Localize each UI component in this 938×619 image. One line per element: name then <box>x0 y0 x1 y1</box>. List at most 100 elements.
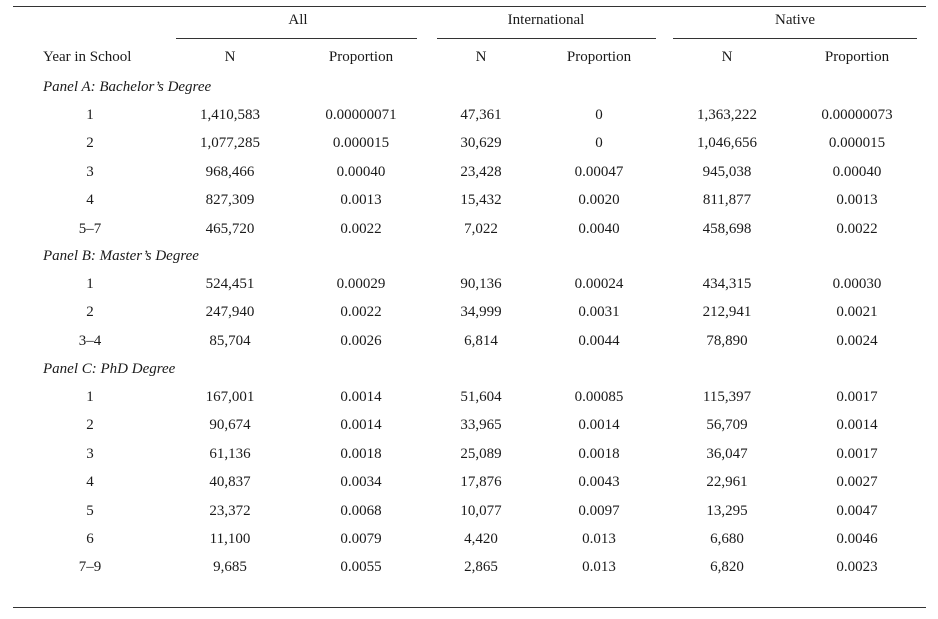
cell-all-proportion: 0.0013 <box>340 192 382 208</box>
column-header-native-n: N <box>721 49 733 65</box>
group-rule-all <box>176 38 417 39</box>
cell-all-n: 40,837 <box>209 474 251 490</box>
cell-international-proportion: 0.0043 <box>578 474 620 490</box>
cell-international-n: 34,999 <box>460 304 502 320</box>
cell-international-proportion: 0.0097 <box>578 503 620 519</box>
cell-international-proportion: 0.013 <box>582 531 616 547</box>
cell-all-proportion: 0.0022 <box>340 221 382 237</box>
cell-international-n: 30,629 <box>460 135 502 151</box>
cell-native-proportion: 0.0017 <box>836 389 878 405</box>
cell-all-n: 61,136 <box>209 446 251 462</box>
group-header-all: All <box>288 12 308 28</box>
cell-native-n: 6,680 <box>710 531 744 547</box>
cell-all-proportion: 0.0014 <box>340 417 382 433</box>
cell-international-proportion: 0.00024 <box>574 276 624 292</box>
group-rule-native <box>673 38 917 39</box>
cell-all-n: 247,940 <box>205 304 255 320</box>
cell-international-n: 2,865 <box>464 559 498 575</box>
cell-international-proportion: 0 <box>595 135 603 151</box>
cell-all-n: 23,372 <box>209 503 251 519</box>
cell-international-n: 51,604 <box>460 389 502 405</box>
cell-year: 2 <box>86 417 94 433</box>
cell-native-n: 6,820 <box>710 559 744 575</box>
cell-year: 2 <box>86 135 94 151</box>
cell-all-proportion: 0.000015 <box>332 135 390 151</box>
cell-year: 2 <box>86 304 94 320</box>
cell-all-proportion: 0.0014 <box>340 389 382 405</box>
cell-native-proportion: 0.0024 <box>836 333 878 349</box>
cell-all-proportion: 0.0068 <box>340 503 382 519</box>
cell-year: 4 <box>86 192 94 208</box>
cell-native-proportion: 0.0027 <box>836 474 878 490</box>
cell-all-n: 9,685 <box>213 559 247 575</box>
cell-native-proportion: 0.0046 <box>836 531 878 547</box>
cell-year: 5 <box>86 503 94 519</box>
cell-international-proportion: 0.013 <box>582 559 616 575</box>
cell-native-proportion: 0.0013 <box>836 192 878 208</box>
cell-native-n: 22,961 <box>706 474 748 490</box>
cell-native-proportion: 0.0022 <box>836 221 878 237</box>
cell-international-proportion: 0.00047 <box>574 164 624 180</box>
column-header-native-proportion: Proportion <box>824 49 890 65</box>
cell-all-n: 11,100 <box>209 531 251 547</box>
cell-native-n: 78,890 <box>706 333 748 349</box>
cell-all-n: 1,410,583 <box>200 107 260 123</box>
cell-all-proportion: 0.0079 <box>340 531 382 547</box>
cell-international-n: 6,814 <box>464 333 498 349</box>
cell-all-proportion: 0.0034 <box>340 474 382 490</box>
cell-international-n: 10,077 <box>460 503 502 519</box>
cell-international-n: 23,428 <box>460 164 502 180</box>
column-header-international-n: N <box>475 49 487 65</box>
top-rule <box>13 6 926 7</box>
cell-all-proportion: 0.0022 <box>340 304 382 320</box>
group-rule-international <box>437 38 656 39</box>
column-header-all-n: N <box>224 49 236 65</box>
cell-native-n: 36,047 <box>706 446 748 462</box>
cell-native-proportion: 0.000015 <box>828 135 886 151</box>
cell-native-proportion: 0.0023 <box>836 559 878 575</box>
cell-international-proportion: 0.0031 <box>578 304 620 320</box>
cell-native-n: 56,709 <box>706 417 748 433</box>
cell-native-proportion: 0.0014 <box>836 417 878 433</box>
panel-label: Panel A: Bachelor’s Degree <box>43 79 212 95</box>
cell-native-proportion: 0.00040 <box>832 164 882 180</box>
cell-native-proportion: 0.0047 <box>836 503 878 519</box>
cell-year: 6 <box>86 531 94 547</box>
cell-year: 1 <box>86 276 94 292</box>
cell-all-n: 465,720 <box>205 221 255 237</box>
cell-international-proportion: 0 <box>595 107 603 123</box>
cell-native-n: 1,363,222 <box>697 107 757 123</box>
cell-international-n: 33,965 <box>460 417 502 433</box>
column-header-international-proportion: Proportion <box>566 49 632 65</box>
cell-international-proportion: 0.0014 <box>578 417 620 433</box>
cell-native-proportion: 0.00030 <box>832 276 882 292</box>
cell-international-n: 25,089 <box>460 446 502 462</box>
cell-international-n: 90,136 <box>460 276 502 292</box>
cell-year: 5–7 <box>78 221 102 237</box>
column-header-year: Year in School <box>43 49 132 65</box>
cell-native-n: 434,315 <box>702 276 752 292</box>
cell-year: 1 <box>86 107 94 123</box>
cell-international-proportion: 0.0040 <box>578 221 620 237</box>
cell-year: 7–9 <box>78 559 102 575</box>
panel-label: Panel B: Master’s Degree <box>43 248 199 264</box>
cell-all-n: 827,309 <box>205 192 255 208</box>
cell-international-n: 47,361 <box>460 107 502 123</box>
group-header-native: Native <box>775 12 815 28</box>
cell-international-proportion: 0.0020 <box>578 192 620 208</box>
cell-international-proportion: 0.0044 <box>578 333 620 349</box>
cell-all-proportion: 0.0026 <box>340 333 382 349</box>
cell-all-n: 1,077,285 <box>200 135 260 151</box>
cell-international-proportion: 0.00085 <box>574 389 624 405</box>
cell-year: 3 <box>86 446 94 462</box>
cell-native-n: 945,038 <box>702 164 752 180</box>
cell-international-n: 7,022 <box>464 221 498 237</box>
cell-international-proportion: 0.0018 <box>578 446 620 462</box>
group-header-international: International <box>507 12 585 28</box>
column-header-all-proportion: Proportion <box>328 49 394 65</box>
cell-international-n: 4,420 <box>464 531 498 547</box>
cell-all-n: 167,001 <box>205 389 255 405</box>
cell-native-proportion: 0.00000073 <box>821 107 893 123</box>
cell-native-n: 811,877 <box>702 192 752 208</box>
cell-all-n: 524,451 <box>205 276 255 292</box>
